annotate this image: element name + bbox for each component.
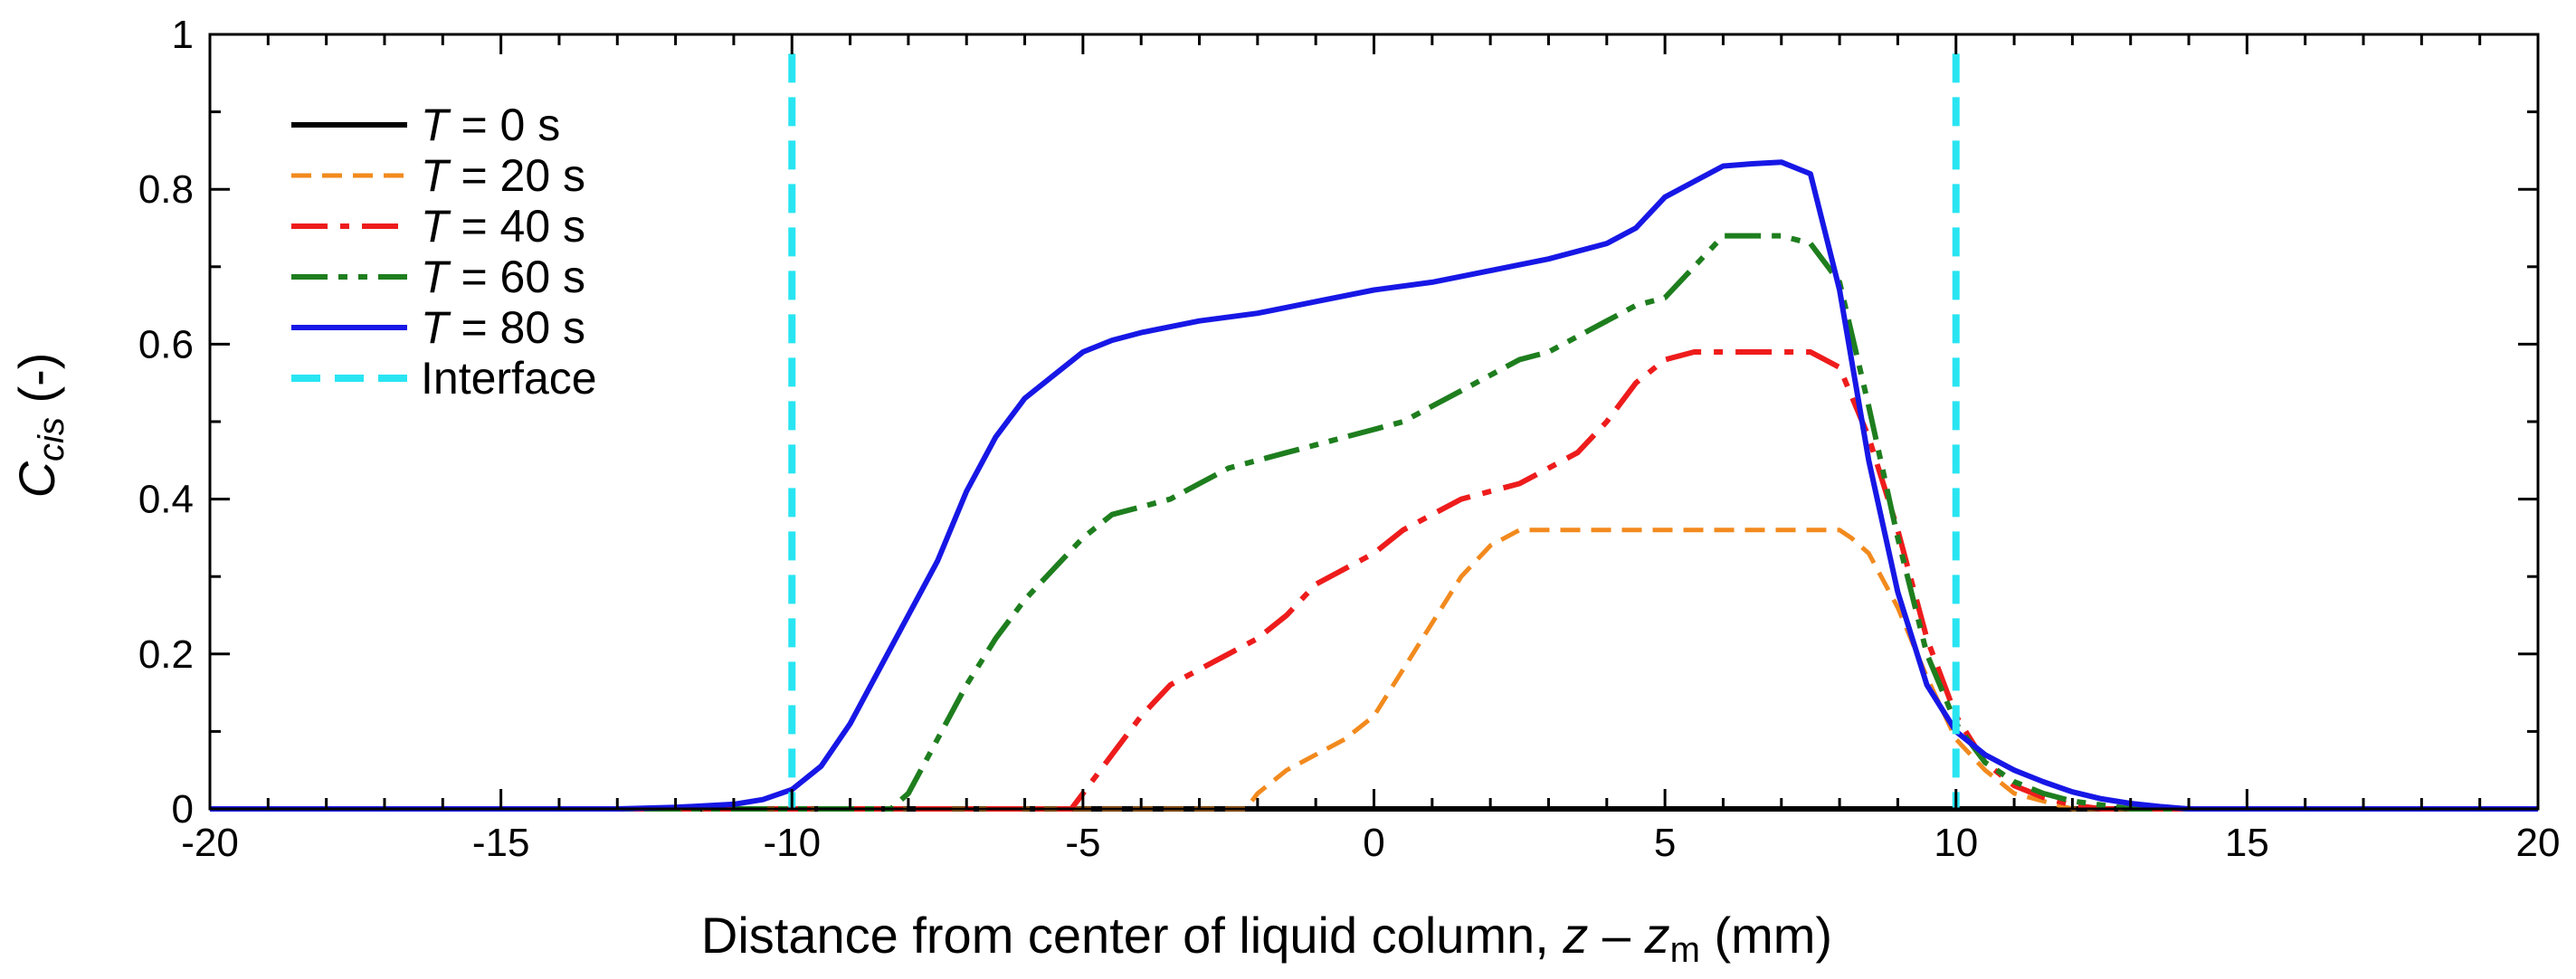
y-tick-label: 1 [172, 13, 194, 57]
series-line-t-60-s [210, 233, 2538, 812]
x-tick-label: 10 [1934, 821, 1978, 865]
y-axis-title: Ccis (-) [8, 353, 71, 499]
x-tick-label: -5 [1065, 821, 1100, 865]
axis-ticks [208, 33, 2540, 811]
series-line-t-40-s [210, 349, 2538, 812]
legend-item-t-80-s: T = 80 s [291, 302, 585, 353]
tick-labels: -20 -15 -10 -5 0 5 10 15 20 0 0.2 0.4 0.6 0.8 1 [138, 13, 2561, 865]
legend-item-t-60-s: T = 60 s [291, 252, 585, 302]
y-tick-label: 0.8 [138, 167, 194, 212]
series-line-t-20-s [210, 528, 2538, 812]
legend-item-interface: Interface [291, 353, 597, 404]
legend-label: Interface [421, 353, 597, 404]
x-tick-label: -10 [763, 821, 821, 865]
x-axis-title: Distance from center of liquid column, z… [701, 907, 1832, 970]
x-tick-label: 15 [2225, 821, 2269, 865]
legend-label: T = 60 s [421, 252, 585, 302]
legend-item-t-0-s: T = 0 s [291, 100, 560, 150]
series-line-t-80-s [210, 159, 2538, 812]
legend-label: T = 40 s [421, 201, 585, 252]
y-tick-label: 0 [172, 787, 194, 832]
x-tick-label: 5 [1654, 821, 1676, 865]
y-tick-label: 0.4 [138, 478, 194, 522]
legend-item-t-40-s: T = 40 s [291, 201, 585, 252]
x-tick-label: -20 [181, 821, 239, 865]
x-tick-label: 0 [1363, 821, 1384, 865]
legend-label: T = 0 s [421, 100, 560, 150]
legend: T = 0 sT = 20 sT = 40 sT = 60 sT = 80 sI… [291, 100, 597, 404]
x-tick-label: 20 [2516, 821, 2561, 865]
x-tick-label: -15 [472, 821, 530, 865]
y-tick-label: 0.6 [138, 322, 194, 366]
legend-item-t-20-s: T = 20 s [291, 150, 585, 201]
y-tick-label: 0.2 [138, 632, 194, 677]
legend-label: T = 80 s [421, 302, 585, 353]
legend-label: T = 20 s [421, 150, 585, 201]
